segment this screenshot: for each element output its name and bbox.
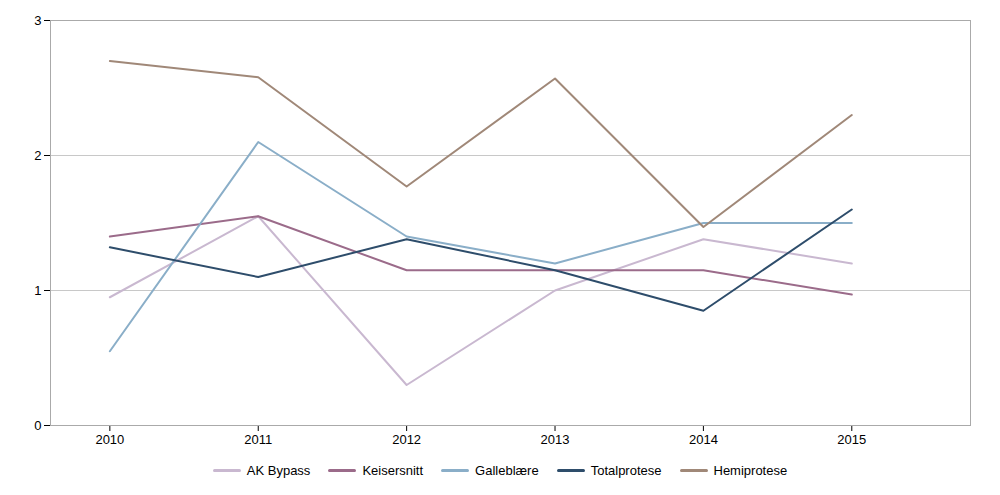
svg-text:2013: 2013 xyxy=(541,432,570,447)
svg-text:0: 0 xyxy=(34,418,41,433)
html-text:Hemiprotese: Hemiprotese xyxy=(713,463,788,478)
svg-text:2011: 2011 xyxy=(244,432,272,447)
html-text:Keisersnitt: Keisersnitt xyxy=(362,463,424,478)
svg-text:1: 1 xyxy=(34,283,41,298)
html-text:AK Bypass: AK Bypass xyxy=(246,463,311,478)
html-text:Galleblære: Galleblære xyxy=(475,463,539,478)
svg-text:3: 3 xyxy=(34,13,41,28)
svg-text:2015: 2015 xyxy=(837,432,866,447)
svg-text:2: 2 xyxy=(34,148,41,163)
svg-text:2012: 2012 xyxy=(392,432,421,447)
svg-text:2014: 2014 xyxy=(689,432,718,447)
html-text:Totalprotese: Totalprotese xyxy=(590,463,662,478)
svg-text:2010: 2010 xyxy=(95,432,124,447)
